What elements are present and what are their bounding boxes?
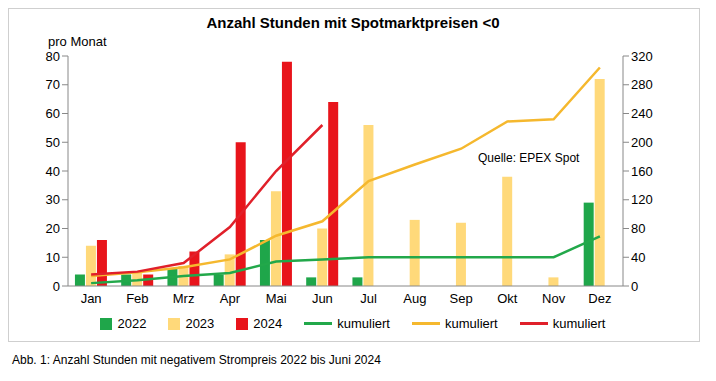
svg-text:10: 10 — [46, 250, 60, 265]
svg-text:70: 70 — [46, 77, 60, 92]
svg-text:40: 40 — [631, 250, 645, 265]
svg-text:Apr: Apr — [220, 291, 241, 306]
svg-text:Nov: Nov — [542, 291, 566, 306]
svg-text:Aug: Aug — [403, 291, 426, 306]
svg-text:240: 240 — [631, 106, 653, 121]
svg-text:Mrz: Mrz — [173, 291, 195, 306]
svg-text:120: 120 — [631, 192, 653, 207]
svg-text:200: 200 — [631, 135, 653, 150]
html-text:Abb. 1: Anzahl Stunden mit neg: Abb. 1: Anzahl Stunden mit negativem Str… — [12, 353, 381, 367]
svg-text:320: 320 — [631, 49, 653, 64]
html-text:pro Monat: pro Monat — [48, 34, 107, 49]
svg-text:Feb: Feb — [126, 291, 148, 306]
svg-text:Jan: Jan — [81, 291, 102, 306]
svg-text:20: 20 — [46, 221, 60, 236]
html-text:Quelle: EPEX Spot: Quelle: EPEX Spot — [478, 151, 580, 165]
svg-text:Jun: Jun — [312, 291, 333, 306]
svg-text:40: 40 — [46, 164, 60, 179]
svg-text:80: 80 — [631, 221, 645, 236]
html-text:2022: 2022 — [117, 316, 147, 331]
html-text:2024: 2024 — [253, 316, 283, 331]
html-text:Anzahl Stunden mit Spotmarktpr: Anzahl Stunden mit Spotmarktpreisen <0 — [206, 14, 500, 31]
html-text:kumuliert: kumuliert — [552, 316, 606, 331]
html-text:kumuliert: kumuliert — [337, 316, 390, 331]
svg-text:Okt: Okt — [497, 291, 518, 306]
html-text:kumuliert: kumuliert — [445, 316, 498, 331]
svg-text:50: 50 — [46, 135, 60, 150]
svg-text:Jul: Jul — [360, 291, 377, 306]
svg-text:Sep: Sep — [450, 291, 473, 306]
html-text:2023: 2023 — [185, 316, 215, 331]
svg-text:280: 280 — [631, 77, 653, 92]
svg-text:Mai: Mai — [266, 291, 287, 306]
svg-text:Dez: Dez — [588, 291, 611, 306]
svg-text:30: 30 — [46, 192, 60, 207]
svg-text:0: 0 — [53, 279, 60, 294]
svg-text:80: 80 — [46, 49, 60, 64]
svg-text:60: 60 — [46, 106, 60, 121]
svg-text:0: 0 — [631, 279, 638, 294]
svg-text:160: 160 — [631, 164, 653, 179]
